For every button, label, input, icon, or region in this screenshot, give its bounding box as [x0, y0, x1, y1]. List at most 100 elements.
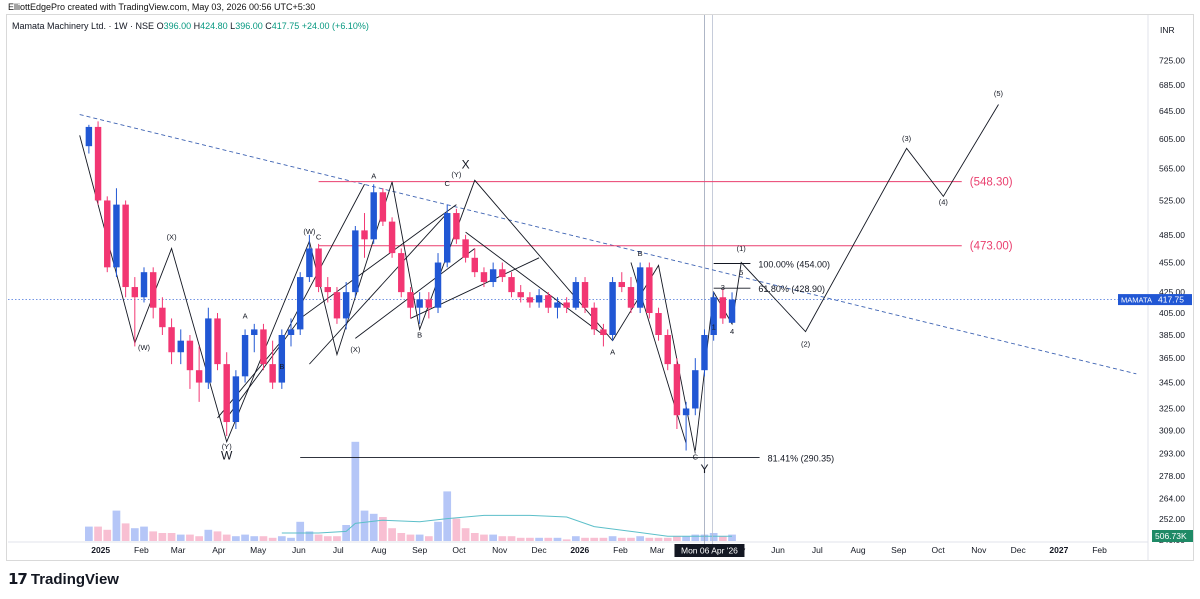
- volume-bar-65: [682, 536, 690, 541]
- volume-bar-66: [691, 534, 700, 541]
- candle-body-3: [113, 204, 120, 268]
- wave-path-2: [226, 204, 457, 419]
- time-tick-7: Aug: [371, 545, 386, 555]
- wave-label-12: (Y): [451, 170, 462, 179]
- currency-label: INR: [1160, 25, 1175, 35]
- candle-body-43: [480, 272, 488, 283]
- volume-bar-49: [535, 537, 543, 541]
- fib-label-2: 81.41% (290.35): [768, 453, 835, 463]
- candle-body-1: [94, 126, 102, 201]
- volume-bar-39: [443, 491, 452, 541]
- wave-label-9: A: [371, 172, 376, 181]
- candle-body-35: [407, 292, 414, 308]
- candle-body-57: [609, 282, 616, 335]
- candle-body-2: [104, 200, 111, 268]
- wave-label-16: C: [693, 452, 699, 461]
- time-tick-3: Apr: [212, 545, 225, 555]
- chart-credit: ElliottEdgePro created with TradingView.…: [8, 2, 316, 12]
- open-label: O: [156, 21, 164, 31]
- candle-body-63: [664, 334, 671, 365]
- volume-bar-44: [489, 534, 498, 541]
- price-tick-8: 425.00: [1159, 287, 1185, 297]
- candle-body-26: [324, 287, 331, 293]
- candle-body-0: [85, 126, 93, 147]
- candle-body-62: [655, 313, 662, 335]
- wave-label-14: A: [610, 348, 615, 357]
- price-tick-4: 565.00: [1159, 164, 1185, 174]
- volume-bar-38: [434, 521, 442, 541]
- volume-bar-5: [130, 528, 139, 541]
- volume-bar-52: [562, 539, 571, 541]
- candle-body-52: [563, 302, 570, 308]
- candle-body-11: [186, 340, 194, 371]
- candle-body-20: [269, 364, 276, 383]
- candle-body-4: [122, 204, 129, 288]
- wave-label-22: (1): [737, 244, 747, 253]
- price-tick-1: 685.00: [1159, 80, 1185, 90]
- candle-body-6: [140, 272, 148, 298]
- volume-layer: [85, 441, 736, 541]
- volume-bar-34: [397, 533, 406, 541]
- time-tick-21: Oct: [931, 545, 945, 555]
- volume-bar-20: [268, 537, 277, 541]
- volume-bar-57: [608, 536, 617, 541]
- price-tick-7: 455.00: [1159, 258, 1185, 268]
- volume-bar-29: [351, 441, 360, 541]
- price-tick-16: 278.00: [1159, 471, 1185, 481]
- volume-bar-68: [709, 533, 718, 541]
- trend-line: [79, 114, 1137, 375]
- low-value: 396.00: [235, 21, 263, 31]
- candle-body-32: [379, 192, 387, 222]
- time-tick-6: Jul: [333, 545, 344, 555]
- volume-bar-46: [507, 536, 516, 541]
- last-price-tag: [1118, 294, 1192, 306]
- price-tick-18: 252.00: [1159, 514, 1185, 524]
- volume-bar-32: [379, 517, 387, 541]
- volume-bar-45: [498, 536, 507, 541]
- wave-path-3: [309, 212, 448, 365]
- wave-label-5: B: [279, 362, 284, 371]
- candle-body-12: [195, 370, 203, 383]
- wave-label-11: C: [444, 179, 450, 188]
- volume-bar-64: [673, 536, 681, 541]
- symbol-legend: Mamata Machinery Ltd. · 1W · NSE O396.00…: [12, 21, 369, 31]
- price-tick-12: 345.00: [1159, 378, 1185, 388]
- time-tick-20: Sep: [891, 545, 906, 555]
- volume-bar-31: [369, 513, 378, 541]
- candle-body-27: [333, 292, 341, 319]
- candle-body-31: [370, 192, 377, 240]
- candle-body-42: [471, 257, 478, 273]
- level-label-1: (473.00): [970, 241, 1013, 253]
- volume-bar-8: [158, 533, 167, 541]
- candle-body-23: [296, 277, 304, 330]
- volume-bar-10: [176, 534, 185, 541]
- tradingview-logo-icon: 𝟭𝟳: [8, 570, 28, 588]
- volume-tag: [1152, 530, 1193, 542]
- volume-bar-60: [636, 536, 645, 541]
- wave-label-23: (2): [801, 339, 811, 348]
- volume-bar-17: [241, 534, 249, 541]
- volume-bar-63: [663, 537, 672, 541]
- volume-bar-4: [121, 523, 130, 541]
- time-tick-17: Jun: [771, 545, 785, 555]
- candle-body-49: [535, 295, 543, 303]
- crosshair-date-label: Mon 06 Apr '26: [681, 546, 738, 556]
- candle-body-10: [177, 340, 184, 353]
- candle-body-18: [251, 329, 258, 335]
- candle-body-21: [278, 334, 286, 383]
- candle-body-48: [526, 297, 534, 303]
- time-tick-8: Sep: [412, 545, 427, 555]
- volume-bar-53: [571, 536, 580, 541]
- time-tick-18: Jul: [812, 545, 823, 555]
- wave-label-13: X: [462, 158, 470, 172]
- volume-bar-0: [85, 526, 93, 541]
- wave-layer: [79, 104, 999, 454]
- time-tick-13: Feb: [613, 545, 628, 555]
- fib-label-1: 61.80% (428.90): [758, 284, 825, 294]
- candle-body-8: [159, 307, 166, 328]
- candle-body-25: [315, 248, 322, 288]
- wave-label-6: (W): [303, 227, 316, 236]
- volume-bar-25: [314, 534, 323, 541]
- wave-path-4: [355, 248, 476, 339]
